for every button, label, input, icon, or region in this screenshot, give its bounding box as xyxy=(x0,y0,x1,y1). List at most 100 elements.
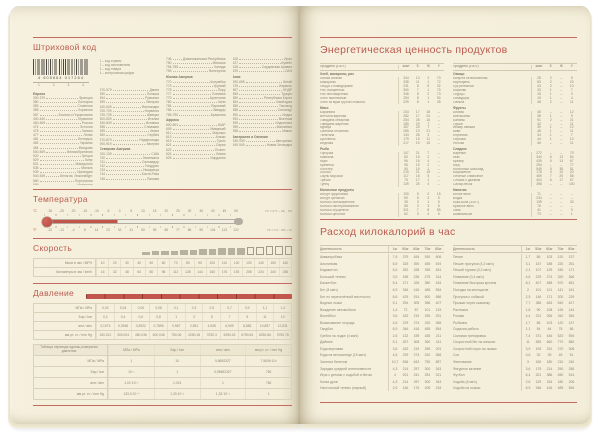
country-code: 629 xyxy=(232,69,239,74)
dots-leader xyxy=(106,127,144,129)
food-item-values: 41– –3 xyxy=(530,208,578,213)
activity-value: 356 xyxy=(424,301,431,306)
activity-name: Пеший туризм (3,2 км/ч) xyxy=(453,268,492,273)
country-code: 383 xyxy=(33,104,39,109)
food-item-values: 234– – – xyxy=(530,196,578,202)
country-code: 858 xyxy=(99,125,106,130)
pressure-row: атм / atm 0,1974 0,3948 0,5922 0,7896 0,987 2,… xyxy=(34,321,291,330)
food-item-value: 294 xyxy=(536,162,542,167)
pressure-table: МПа / MPa 0,02 0,04 0,06 0,08 0,1 0,3 0,5 0,7 0,9… xyxy=(33,303,292,340)
food-item-row: Белое вино 71– – – xyxy=(453,192,577,198)
activity-name: Бег (8 км/ч) xyxy=(320,288,338,292)
dots-leader xyxy=(46,118,77,120)
country-name: Никарагуа xyxy=(143,168,159,173)
food-item-value: 3 xyxy=(427,196,430,201)
activity-values: 5,1 257 308 360 411 xyxy=(388,339,444,346)
food-item-name: Тунец xyxy=(320,182,330,186)
country-code: 955 xyxy=(232,124,239,129)
food-item-values: 75 17 1 – xyxy=(397,178,445,183)
dots-leader xyxy=(112,153,151,155)
food-item-value: – xyxy=(560,91,563,96)
country-name: Иран xyxy=(284,57,292,61)
activity-value: 2,6 xyxy=(392,333,398,338)
food-item-value: 9 xyxy=(570,113,573,118)
activity-name: Плавание (0,4 км/ч) xyxy=(453,274,484,279)
food-item-name: Хлеб из муки грубого помола xyxy=(320,100,365,104)
country-code: 789-790 xyxy=(166,112,179,117)
activity-value: 185 xyxy=(424,333,431,338)
pressure-row-value: 0,987 xyxy=(166,322,185,330)
conversion-row-label: Бар / bar xyxy=(34,367,108,377)
activity-name: Пешие прогулки (4,2 км/ч) xyxy=(453,261,494,266)
food-item-value: 96 xyxy=(404,158,408,163)
activity-name: Водные лыжи xyxy=(320,301,342,306)
conversion-value: 10 xyxy=(153,356,200,366)
dots-leader xyxy=(106,135,147,137)
activity-value: 651 xyxy=(568,281,575,286)
activity-value: 180 xyxy=(557,379,564,384)
country-code: 539 xyxy=(33,170,39,175)
food-header-columns: ккал Б Ж У xyxy=(397,64,445,69)
activity-name: Ходьба на лыжах xyxy=(453,386,481,391)
pressure-row-value: 5250,42 xyxy=(220,331,238,339)
temp-tick: 15 xyxy=(152,209,157,213)
activity-value: 257 xyxy=(413,366,420,371)
country-entry: 955 Малайзия xyxy=(233,125,293,129)
speed-row-value: 240 xyxy=(266,268,279,276)
activity-value: 343 xyxy=(435,379,442,384)
activity-value: 360 xyxy=(424,340,431,345)
activity-value: 2 xyxy=(527,288,529,292)
country-entry: 625 Иордания xyxy=(166,156,226,160)
conversion-value: 7,5006·10³ xyxy=(245,356,291,366)
food-item-values: 28 2 – 5 xyxy=(530,76,578,82)
country-entry: 900-919 Австрия xyxy=(100,142,160,146)
food-item-values: 44 1–10 xyxy=(530,137,578,142)
country-code: 640-649 xyxy=(99,104,112,109)
activity-value: 4,4 xyxy=(525,314,531,319)
dots-leader xyxy=(106,157,142,159)
food-item-value: 75 xyxy=(404,178,408,183)
food-item-name: Молоко сгущённое xyxy=(320,208,349,212)
country-entry: 529 Кипр xyxy=(33,158,93,162)
country-entry: 754-755 Канада xyxy=(166,65,226,69)
activity-name: Колка дров xyxy=(320,379,338,384)
country-code: 958 xyxy=(232,129,239,134)
food-item-row: Рис неочищенный 346 8 2 73 xyxy=(320,92,444,97)
country-name: Норвегия xyxy=(144,108,159,113)
food-item-value: 234 xyxy=(403,110,409,114)
country-entry: 729 Израиль xyxy=(233,84,293,88)
thermometer: °C -30 -25 -20 -15 -10 -5 0 5 10 15 20 25 30 35 40 45 50… xyxy=(33,209,292,233)
activity-value: 6,9 xyxy=(392,288,398,292)
country-name: Сингапур xyxy=(277,108,292,113)
food-item-value: – xyxy=(437,110,440,114)
food-item-value: – xyxy=(560,192,563,197)
food-item-value: 217 xyxy=(403,140,409,145)
food-item-value: – xyxy=(549,211,552,216)
dots-leader xyxy=(179,114,210,116)
activity-name: Аквааэробика xyxy=(320,255,343,260)
food-item-value: – xyxy=(560,211,563,216)
speed-row-value: 16 xyxy=(96,268,108,276)
activity-value: 2,6 xyxy=(525,379,531,384)
country-code: 599 xyxy=(99,100,106,105)
activity-value: 214 xyxy=(402,379,409,384)
country-name: Чили xyxy=(217,100,226,105)
right-page: Энергетическая ценность продуктов Продук… xyxy=(300,6,590,424)
dots-leader xyxy=(172,157,210,159)
country-name: Индонезия xyxy=(275,120,292,125)
activity-value: 39 xyxy=(547,353,552,358)
food-item-value: 9 xyxy=(549,166,552,171)
country-name: Макао xyxy=(282,129,292,134)
activity-value: 271 xyxy=(402,281,409,286)
food-item-name: Кекс xyxy=(453,156,460,160)
activity-name: Гребля на лодке (4 км/ч) xyxy=(320,333,359,338)
food-item-value: 91 xyxy=(537,117,541,122)
activity-value: 214 xyxy=(546,366,553,371)
food-item-name: Белое вино xyxy=(453,193,471,197)
food-item-value: 5 xyxy=(570,76,573,81)
fahrenheit-ticks: -22 -13 -4 5 14 23 32 41 50 59 68 77 86 95 104 113 122 xyxy=(44,228,242,233)
dots-leader xyxy=(239,93,281,95)
food-header-col: Ж xyxy=(426,64,430,68)
activity-value: 3,9 xyxy=(525,346,531,351)
temp-tick: 14 xyxy=(94,228,99,232)
